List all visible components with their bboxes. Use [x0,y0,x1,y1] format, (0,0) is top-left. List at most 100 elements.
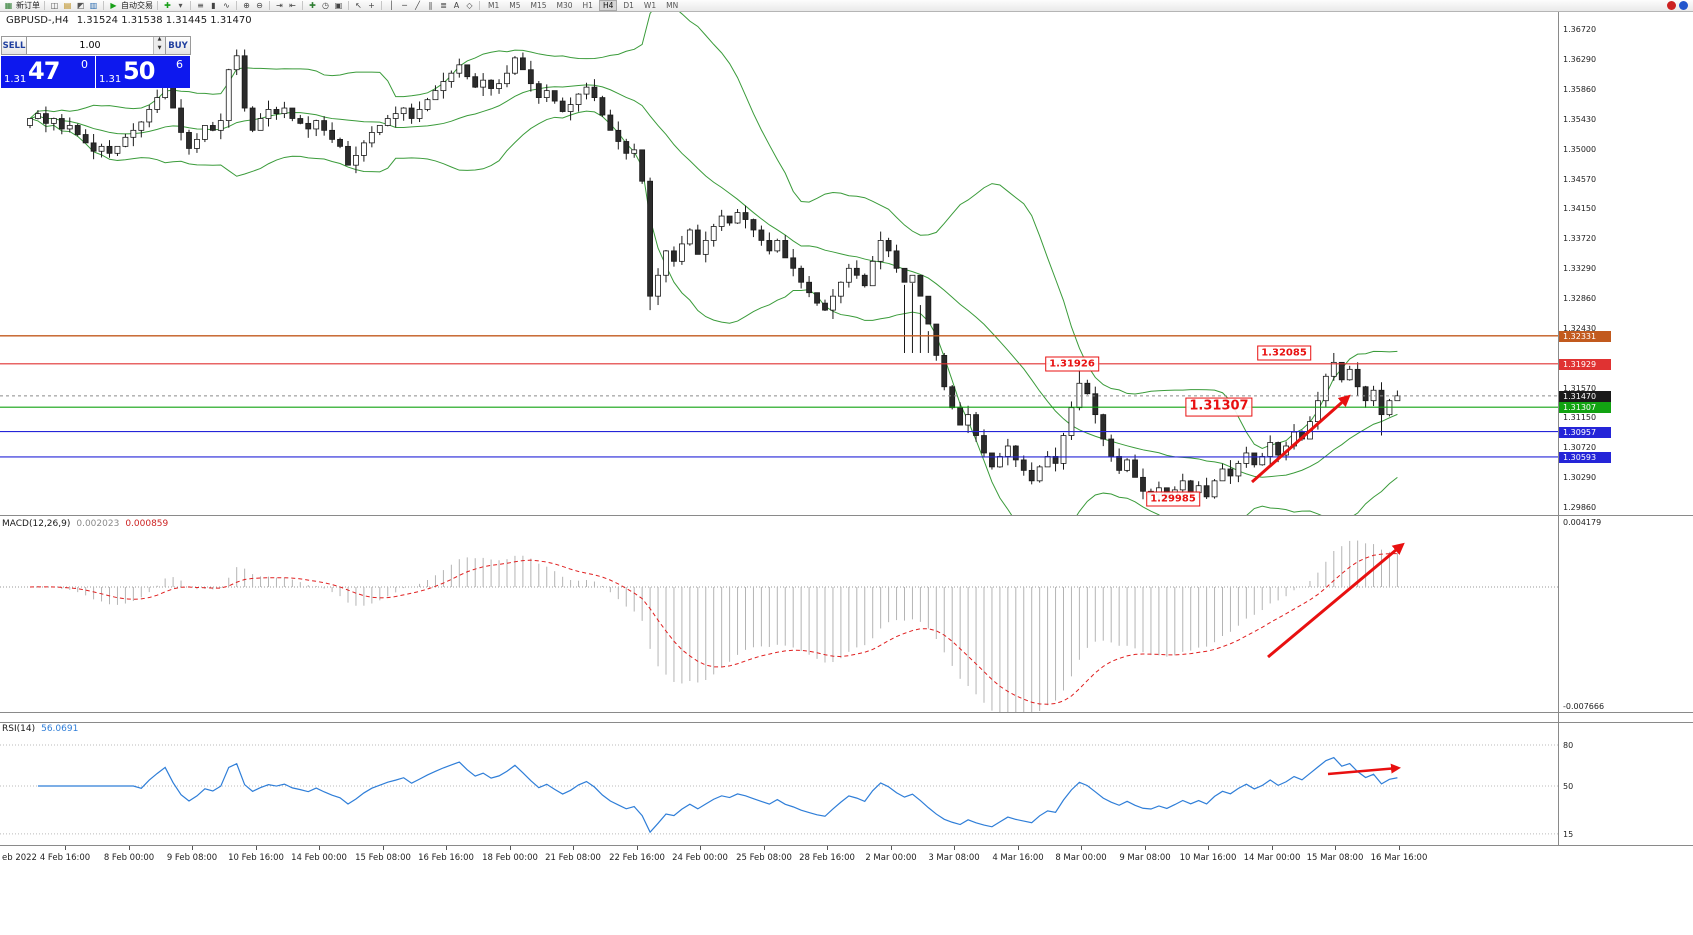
price-tag: 1.31307 [1559,402,1611,414]
autotrade-play-icon[interactable]: ▶ [110,0,117,10]
chart-shift-icon[interactable]: ⇤ [289,0,296,10]
price-annotation[interactable]: 1.29985 [1146,491,1200,507]
symbol-ohlc: 1.31524 1.31538 1.31445 1.31470 [76,15,252,26]
horizontal-line-icon[interactable]: ─ [402,0,407,10]
time-tick [129,846,130,850]
data-window-icon[interactable]: ▤ [63,0,72,10]
price-annotation[interactable]: 1.31307 [1185,397,1253,417]
macd-axis-min: -0.007666 [1563,702,1605,711]
timeframe-h1[interactable]: H1 [582,1,593,10]
profiles-icon[interactable]: ▾ [178,0,183,10]
price-scale[interactable]: 1.36720 1.36290 1.35860 1.35430 1.35000 1.345… [1559,12,1693,515]
text-label-icon[interactable]: A [453,0,460,10]
time-tick [446,846,447,850]
line-chart-icon[interactable]: ∿ [223,0,230,10]
timeframe-mn[interactable]: MN [666,1,679,10]
buy-button[interactable]: BUY [165,36,191,55]
macd-main-value: 0.002023 [76,519,120,529]
time-label: 28 Feb 16:00 [799,853,855,863]
price-tag: 1.32331 [1559,330,1611,342]
macd-panel[interactable]: MACD(12,26,9) 0.002023 0.000859 [0,517,1558,715]
candlestick-chart-icon[interactable]: ▮ [211,0,216,10]
timeframe-m15[interactable]: M15 [530,1,547,10]
macd-scale: 0.004179 -0.007666 [1559,517,1693,712]
time-tick [256,846,257,850]
rsi-panel[interactable]: RSI(14) 56.0691 [0,722,1558,845]
macd-canvas[interactable] [0,517,1558,715]
price-tick: 1.36290 [1563,54,1597,64]
price-annotation[interactable]: 1.31926 [1045,356,1099,372]
time-label: 22 Feb 16:00 [609,853,665,863]
pane-separator [0,712,1693,713]
sell-price-panel[interactable]: 1.31 47 0 [1,56,95,88]
zoom-out-icon[interactable]: ⊖ [256,0,263,10]
price-tag: 1.30593 [1559,451,1611,463]
rsi-canvas[interactable] [0,722,1558,845]
rsi-label: RSI(14) 56.0691 [2,724,78,734]
community-icon[interactable] [1667,1,1676,10]
trendline-icon[interactable]: ╱ [415,0,420,10]
auto-scroll-icon[interactable]: ⇥ [276,0,283,10]
buy-price-panel[interactable]: 1.31 50 6 [96,56,190,88]
templates-icon[interactable]: ▣ [334,0,343,10]
chart-symbol-header: GBPUSD-,H4 1.31524 1.31538 1.31445 1.314… [6,15,252,26]
timeframe-m30[interactable]: M30 [556,1,573,10]
toolbar-separator [236,1,237,10]
zoom-in-icon[interactable]: ⊕ [243,0,250,10]
bar-chart-icon[interactable]: ≡ [197,0,204,10]
price-tick: 1.32860 [1563,293,1597,303]
time-label: 15 Feb 08:00 [355,853,411,863]
equidistant-channel-icon[interactable]: ∥ [428,0,433,10]
rsi-level-label: 80 [1563,740,1574,750]
timeframe-m5[interactable]: M5 [509,1,521,10]
volume-input[interactable] [27,37,153,54]
vertical-line-icon[interactable]: │ [389,0,394,10]
pane-separator[interactable] [0,515,1693,516]
terminal-icon[interactable]: ▥ [89,0,98,10]
toolbar-separator [269,1,270,10]
time-tick [1018,846,1019,850]
time-label: 4 Feb 16:00 [39,853,91,863]
timeframe-h4[interactable]: H4 [598,0,618,11]
time-tick [637,846,638,850]
arrows-objects-icon[interactable]: ◇ [466,0,473,10]
timeframe-m1[interactable]: M1 [488,1,500,10]
time-label: 24 Feb 00:00 [672,853,728,863]
price-tag: 1.31929 [1559,358,1611,370]
navigator-icon[interactable]: ◩ [76,0,85,10]
period-icon[interactable]: ◷ [322,0,329,10]
price-tick: 1.35430 [1563,114,1597,124]
price-chart-canvas[interactable] [0,12,1558,515]
timeframe-w1[interactable]: W1 [643,1,657,10]
time-axis[interactable]: eb 2022 4 Feb 16:00 8 Feb 00:00 9 Feb 08:00… [0,846,1693,868]
one-click-trading-widget: SELL ▲ ▼ BUY 1.31 47 0 1.31 [1,36,191,88]
new-chart-icon[interactable]: ✚ [164,0,171,10]
time-tick [1399,846,1400,850]
price-chart-pane[interactable]: GBPUSD-,H4 1.31524 1.31538 1.31445 1.314… [0,12,1693,515]
market-watch-icon[interactable]: ◫ [50,0,59,10]
price-tick: 1.36720 [1563,25,1597,34]
time-tick [192,846,193,850]
buy-price-pip: 6 [176,58,183,71]
toolbar-separator [479,1,480,10]
price-annotation[interactable]: 1.32085 [1257,345,1311,361]
fibonacci-icon[interactable]: ≣ [440,0,447,10]
time-tick [383,846,384,850]
help-icon[interactable] [1679,1,1688,10]
pane-separator[interactable] [0,722,1693,723]
crosshair-icon[interactable]: + [368,0,375,10]
new-order-icon[interactable]: ▦ [4,0,13,10]
indicators-icon[interactable]: ✚ [309,0,316,10]
toolbar-right-icons [1667,1,1690,10]
rsi-level-label: 50 [1563,782,1574,791]
time-label: 10 Feb 16:00 [228,853,284,863]
volume-up-arrow[interactable]: ▲ [154,37,165,46]
price-tick: 1.30720 [1563,443,1597,453]
time-label: 9 Mar 08:00 [1119,853,1171,863]
cursor-icon[interactable]: ↖ [355,0,362,10]
sell-button[interactable]: SELL [1,36,27,55]
timeframe-d1[interactable]: D1 [623,1,634,10]
volume-down-arrow[interactable]: ▼ [154,45,165,54]
time-label: 3 Mar 08:00 [928,853,980,863]
time-label: 16 Feb 16:00 [418,853,474,863]
